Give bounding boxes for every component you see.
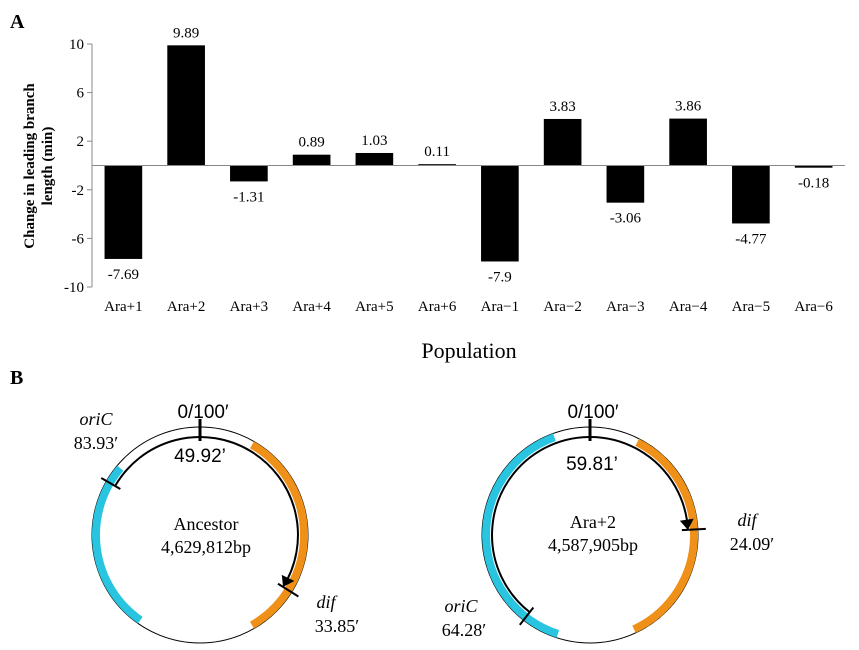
y-axis-label-line-1: Change in leading branch xyxy=(22,83,38,249)
y-tick-group: 10 6 2 -2 -6 -10 xyxy=(64,37,92,296)
direction-arrow-icon xyxy=(679,518,694,530)
y-tick-label: -6 xyxy=(72,231,85,247)
oric-name: oriC xyxy=(79,409,113,429)
dif-tick xyxy=(277,582,299,598)
x-tick-label: Ara+3 xyxy=(230,299,268,315)
bar xyxy=(669,118,707,166)
replichore-arc-orange xyxy=(632,438,699,633)
map-inner-label: 49.92’ xyxy=(174,446,226,467)
oric-name: oriC xyxy=(444,596,478,616)
bar xyxy=(292,154,331,166)
x-tick-label: Ara+2 xyxy=(167,299,205,315)
value-label: 3.86 xyxy=(675,99,702,115)
dif-tick xyxy=(681,527,706,532)
value-label: 0.89 xyxy=(299,135,325,151)
x-tick-group: Ara+1 Ara+2 Ara+3 Ara+4 Ara+5 Ara+6 Ara−1 Ara−2… xyxy=(104,299,833,315)
map-strain-name: Ancestor xyxy=(174,514,239,534)
oric-tick xyxy=(519,606,535,626)
genome-map-ara2: 0/100′ 59.81’ Ara+2 4,587,905bp oriC 64.… xyxy=(442,402,775,644)
replichore-arc-cyan xyxy=(91,465,143,624)
bar xyxy=(355,152,394,166)
replichore-arc-cyan xyxy=(482,433,560,638)
value-label: 3.83 xyxy=(550,99,576,115)
value-label: -7.69 xyxy=(108,267,139,283)
x-tick-label: Ara+4 xyxy=(292,299,331,315)
bar xyxy=(794,165,833,168)
bar xyxy=(732,165,770,224)
bar xyxy=(167,45,205,166)
y-tick-label: -2 xyxy=(72,183,85,199)
bar xyxy=(543,118,582,166)
oric-position: 83.93′ xyxy=(74,433,119,453)
map-top-label: 0/100′ xyxy=(177,402,229,423)
x-tick-label: Ara−5 xyxy=(732,299,770,315)
value-label: 9.89 xyxy=(173,25,199,41)
map-inner-label: 59.81’ xyxy=(566,454,618,475)
map-genome-size: 4,587,905bp xyxy=(548,535,638,555)
dif-position: 33.85′ xyxy=(315,616,360,636)
y-axis-label-line-2: length (min) xyxy=(40,127,56,206)
y-tick-label: 10 xyxy=(69,37,84,53)
direction-arrow-icon xyxy=(281,574,295,587)
value-label: -7.9 xyxy=(488,269,512,285)
y-tick-label: 6 xyxy=(77,86,85,102)
dif-name: dif xyxy=(737,510,759,530)
bar xyxy=(104,165,143,259)
y-tick-label: -10 xyxy=(64,280,84,296)
map-strain-name: Ara+2 xyxy=(570,512,616,532)
value-label: 0.11 xyxy=(424,144,450,160)
x-tick-label: Ara−6 xyxy=(794,299,833,315)
x-tick-label: Ara+5 xyxy=(355,299,393,315)
map-top-label: 0/100′ xyxy=(567,402,619,423)
x-axis-label: Population xyxy=(421,338,516,363)
value-label: -4.77 xyxy=(735,231,767,247)
x-tick-label: Ara−1 xyxy=(481,299,519,315)
map-genome-size: 4,629,812bp xyxy=(161,537,251,557)
bar xyxy=(481,165,519,262)
panel-a-label: A xyxy=(10,11,25,33)
y-tick-label: 2 xyxy=(77,134,85,150)
x-tick-label: Ara−3 xyxy=(606,299,644,315)
x-tick-label: Ara−2 xyxy=(543,299,581,315)
genome-map-ancestor: 0/100′ 49.92’ Ancestor 4,629,812bp oriC … xyxy=(74,402,360,644)
bar xyxy=(606,165,645,203)
value-label: -3.06 xyxy=(610,211,642,227)
panel-b-label: B xyxy=(10,367,23,389)
dif-position: 24.09′ xyxy=(730,534,775,554)
replichore-arc-orange xyxy=(249,441,309,629)
x-tick-label: Ara+6 xyxy=(418,299,457,315)
bar xyxy=(230,165,268,182)
oric-tick xyxy=(100,477,121,490)
value-label-group: -7.69 9.89 -1.31 0.89 1.03 0.11 -7.9 3.83 -3.06 3… xyxy=(108,25,830,285)
oric-position: 64.28′ xyxy=(442,620,487,640)
replication-direction-arc xyxy=(491,435,689,613)
dif-name: dif xyxy=(316,592,338,612)
value-label: 1.03 xyxy=(361,133,387,149)
x-tick-label: Ara−4 xyxy=(669,299,708,315)
bar-group xyxy=(104,45,833,262)
x-tick-label: Ara+1 xyxy=(104,299,142,315)
bar xyxy=(418,164,456,166)
replication-direction-arc xyxy=(114,436,299,588)
value-label: -0.18 xyxy=(798,176,829,192)
value-label: -1.31 xyxy=(233,189,264,205)
